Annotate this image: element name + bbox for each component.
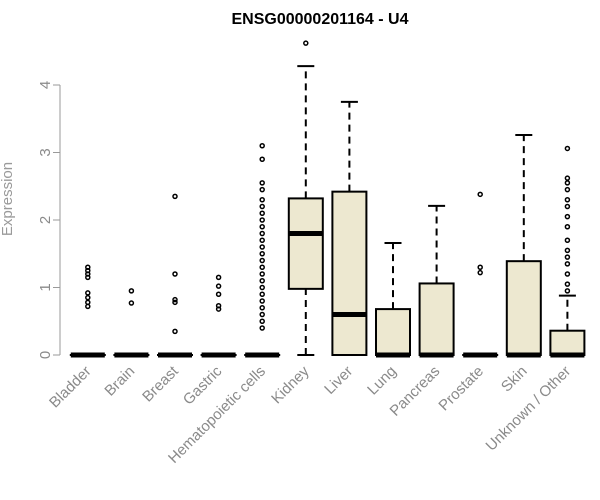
x-category-label: Kidney — [268, 362, 313, 407]
outlier-point — [259, 180, 265, 186]
y-axis-label: Expression — [0, 162, 16, 236]
outlier-point — [172, 296, 178, 303]
outlier-point — [303, 40, 309, 46]
outlier-point — [259, 230, 265, 237]
outlier-point — [259, 298, 265, 304]
outlier-point — [564, 145, 571, 152]
x-category-label: Lung — [364, 363, 400, 399]
outlier-point — [85, 290, 91, 296]
box — [505, 260, 542, 356]
outlier-point — [564, 271, 571, 277]
outlier-point — [259, 325, 265, 331]
outlier-point — [215, 283, 222, 289]
box-group — [375, 241, 411, 358]
outlier-point — [259, 251, 265, 257]
outlier-point — [564, 237, 571, 243]
box-group — [331, 100, 368, 356]
outlier-point — [564, 254, 571, 260]
outlier-point — [259, 143, 265, 149]
x-category-label: Liver — [321, 363, 356, 398]
outlier-point — [259, 278, 265, 284]
outlier-point — [564, 203, 571, 210]
box — [331, 190, 368, 356]
outlier-point — [564, 186, 571, 193]
box-group — [418, 204, 455, 358]
box-group — [462, 191, 499, 358]
outlier-point — [172, 299, 178, 306]
outlier-point — [259, 217, 265, 223]
y-axis: 0 1 2 3 4 — [37, 81, 61, 359]
x-category-label: Bladder — [46, 363, 95, 412]
box-group — [200, 274, 237, 358]
box-group — [157, 193, 193, 358]
outlier-point — [564, 261, 571, 267]
box-group — [69, 264, 106, 358]
outlier-point — [259, 237, 265, 243]
x-category-label: Brain — [101, 363, 138, 400]
x-category-label: Prostate — [435, 363, 487, 415]
box — [287, 197, 324, 290]
outlier-point — [85, 294, 91, 301]
outlier-point — [564, 180, 571, 186]
box-series — [69, 40, 586, 358]
box-group — [113, 288, 150, 358]
outlier-point — [259, 186, 265, 193]
outlier-point — [259, 210, 265, 216]
outlier-point — [215, 291, 222, 297]
outlier-point — [564, 288, 571, 294]
box-group — [505, 133, 542, 358]
outlier-point — [564, 175, 571, 181]
outlier-point — [564, 197, 571, 203]
outlier-point — [259, 197, 265, 203]
outlier-point — [564, 224, 571, 230]
outlier-point — [259, 291, 265, 297]
y-tick-label: 3 — [37, 148, 54, 156]
outlier-point — [259, 264, 265, 270]
box — [549, 329, 586, 357]
outlier-point — [172, 328, 178, 335]
outlier-point — [259, 305, 265, 311]
outlier-point — [259, 284, 265, 291]
y-tick-label: 1 — [37, 283, 54, 291]
outlier-point — [259, 271, 265, 277]
outlier-point — [259, 203, 265, 210]
outlier-point — [259, 156, 265, 162]
x-category-label: Breast — [139, 362, 182, 405]
outlier-point — [215, 274, 222, 281]
outlier-point — [259, 244, 265, 250]
outlier-point — [85, 299, 91, 306]
y-tick-label: 4 — [37, 81, 54, 89]
outlier-point — [128, 300, 135, 306]
outlier-point — [564, 247, 571, 254]
outlier-point — [564, 213, 571, 220]
chart-title: ENSG00000201164 - U4 — [231, 11, 408, 28]
box — [375, 308, 411, 357]
outlier-point — [259, 224, 265, 230]
box-group — [287, 40, 324, 356]
outlier-point — [172, 193, 178, 200]
outlier-point — [477, 191, 483, 198]
box-group — [244, 143, 281, 358]
outlier-point — [85, 264, 91, 270]
box-group — [549, 145, 586, 358]
box — [418, 282, 455, 357]
outlier-point — [477, 264, 483, 270]
outlier-point — [477, 269, 483, 276]
y-tick-label: 2 — [37, 216, 54, 224]
outlier-point — [564, 281, 571, 287]
outlier-point — [215, 302, 222, 309]
outlier-point — [259, 318, 265, 324]
y-tick-label: 0 — [37, 351, 54, 359]
outlier-point — [259, 311, 265, 318]
outlier-point — [172, 271, 178, 277]
x-category-label: Skin — [498, 363, 531, 396]
outlier-point — [128, 288, 135, 294]
outlier-point — [259, 257, 265, 264]
